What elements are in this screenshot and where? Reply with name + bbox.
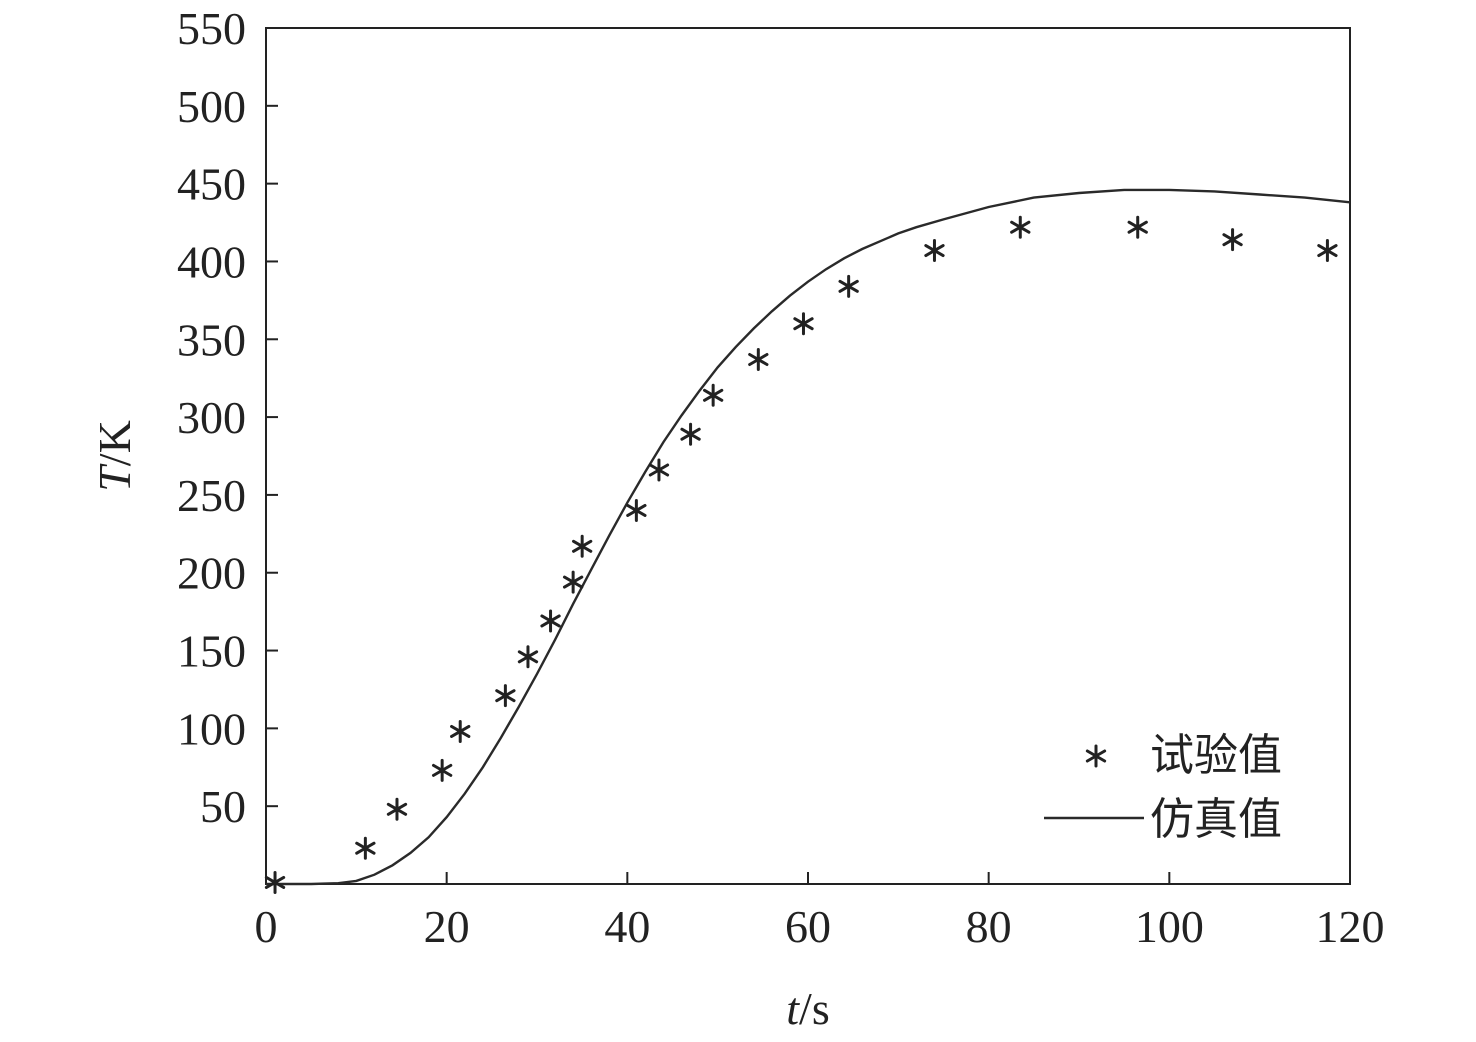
y-tick-label: 350: [177, 314, 246, 365]
experiment-point: [431, 758, 453, 782]
experiment-point: [572, 534, 593, 558]
legend-label-simulation: 仿真值: [1150, 794, 1282, 845]
experiment-point: [702, 383, 724, 407]
simulation-curve: [266, 188, 1351, 886]
x-tick-label: 20: [424, 901, 470, 952]
experiment-point: [562, 570, 584, 594]
experiment-point: [495, 684, 516, 708]
y-tick-label: 100: [177, 703, 246, 754]
experiment-point: [1222, 228, 1243, 252]
legend: 试验值 仿真值: [1044, 730, 1282, 845]
x-tick-label: 0: [255, 901, 278, 952]
y-tick-label: 550: [177, 3, 246, 54]
y-tick-label: 200: [177, 548, 246, 599]
y-tick-label: 150: [177, 626, 246, 677]
experiment-point: [1317, 239, 1338, 263]
experiment-point: [540, 609, 561, 633]
legend-label-experiment: 试验值: [1150, 730, 1282, 781]
experiment-point: [1127, 215, 1148, 239]
y-tick-label: 250: [177, 470, 246, 521]
experiment-point: [355, 836, 376, 860]
y-axis-ticks: 50 100 150 200 250 300 350 400 450 500 550: [177, 3, 278, 832]
x-tick-label: 100: [1135, 901, 1204, 952]
experiment-point: [1010, 215, 1031, 239]
simulation-series: [266, 188, 1351, 886]
y-axis-label: T/K: [89, 420, 140, 492]
experiment-point: [838, 274, 859, 298]
x-tick-label: 60: [785, 901, 831, 952]
legend-marker-experiment: [1085, 744, 1107, 768]
x-axis-ticks: 0 20 40 60 80 100 120: [255, 872, 1385, 952]
x-axis-label: t/s: [786, 983, 829, 1034]
y-tick-label: 300: [177, 392, 246, 443]
experiment-point: [924, 239, 945, 263]
experiment-point: [517, 645, 539, 669]
experiment-point: [680, 422, 701, 446]
experiment-point: [626, 498, 647, 522]
experiment-point: [793, 312, 814, 336]
x-tick-label: 40: [604, 901, 650, 952]
x-tick-label: 120: [1316, 901, 1385, 952]
experiment-point: [450, 719, 471, 743]
experiment-point: [748, 348, 769, 372]
y-tick-label: 450: [177, 159, 246, 210]
experiment-series: [264, 215, 1338, 894]
experiment-point: [386, 797, 408, 821]
legend-asterisk-icon: [1085, 744, 1107, 768]
x-tick-label: 80: [966, 901, 1012, 952]
y-tick-label: 400: [177, 236, 246, 287]
y-tick-label: 50: [200, 781, 246, 832]
experiment-point: [264, 870, 286, 894]
y-tick-label: 500: [177, 81, 246, 132]
experiment-point: [648, 458, 670, 482]
